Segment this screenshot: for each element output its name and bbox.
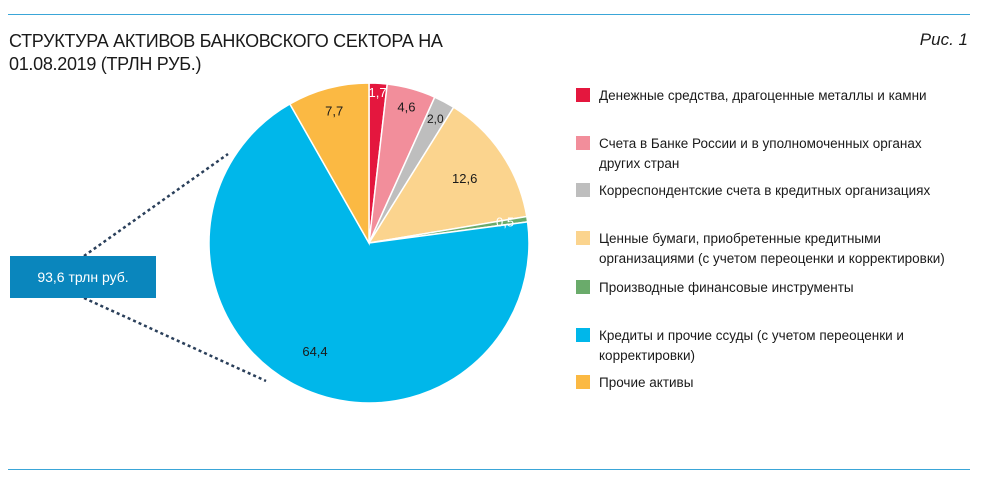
slice-value-label: 2,0 bbox=[427, 112, 444, 126]
legend-label: Счета в Банке России и в уполномоченных … bbox=[599, 136, 922, 171]
legend-label: Корреспондентские счета в кредитных орга… bbox=[599, 183, 931, 198]
legend-item: Счета в Банке России и в уполномоченных … bbox=[576, 134, 966, 174]
legend-swatch bbox=[576, 231, 590, 245]
legend-item: Производные финансовые инструменты bbox=[576, 278, 966, 298]
total-callout: 93,6 трлн руб. bbox=[10, 256, 156, 298]
legend-swatch bbox=[576, 183, 590, 197]
top-rule bbox=[8, 14, 970, 15]
pie-slice bbox=[208, 102, 530, 404]
legend-swatch bbox=[576, 136, 590, 150]
pie-slice bbox=[367, 106, 528, 245]
bottom-rule bbox=[8, 469, 970, 470]
legend-swatch bbox=[576, 375, 590, 389]
legend-swatch bbox=[576, 280, 590, 294]
legend-item: Ценные бумаги, приобретенные кредитными … bbox=[576, 229, 966, 269]
legend-item: Денежные средства, драгоценные металлы и… bbox=[576, 86, 966, 106]
slice-value-label: 12,6 bbox=[452, 171, 477, 186]
legend-label: Кредиты и прочие ссуды (с учетом переоце… bbox=[599, 328, 904, 363]
slice-value-label: 1,7 bbox=[369, 85, 387, 100]
slice-value-label: 64,4 bbox=[302, 344, 327, 359]
legend-label: Денежные средства, драгоценные металлы и… bbox=[599, 88, 927, 103]
legend-item: Корреспондентские счета в кредитных орга… bbox=[576, 181, 966, 201]
legend-item: Кредиты и прочие ссуды (с учетом переоце… bbox=[576, 326, 966, 366]
legend-label: Прочие активы bbox=[599, 375, 694, 390]
slice-value-label: 4,6 bbox=[397, 99, 415, 114]
slice-value-label: 7,7 bbox=[325, 104, 343, 119]
legend-label: Производные финансовые инструменты bbox=[599, 280, 854, 295]
figure-label: Рис. 1 bbox=[919, 30, 968, 49]
chart-title: СТРУКТУРА АКТИВОВ БАНКОВСКОГО СЕКТОРА НА… bbox=[9, 31, 443, 74]
legend-swatch bbox=[576, 328, 590, 342]
legend-label: Ценные бумаги, приобретенные кредитными … bbox=[599, 231, 945, 266]
legend-item: Прочие активы bbox=[576, 373, 966, 393]
pie-slice bbox=[288, 82, 370, 246]
slice-value-label: 0,5 bbox=[496, 215, 514, 230]
callout-leader-top bbox=[83, 152, 229, 258]
legend-swatch bbox=[576, 88, 590, 102]
